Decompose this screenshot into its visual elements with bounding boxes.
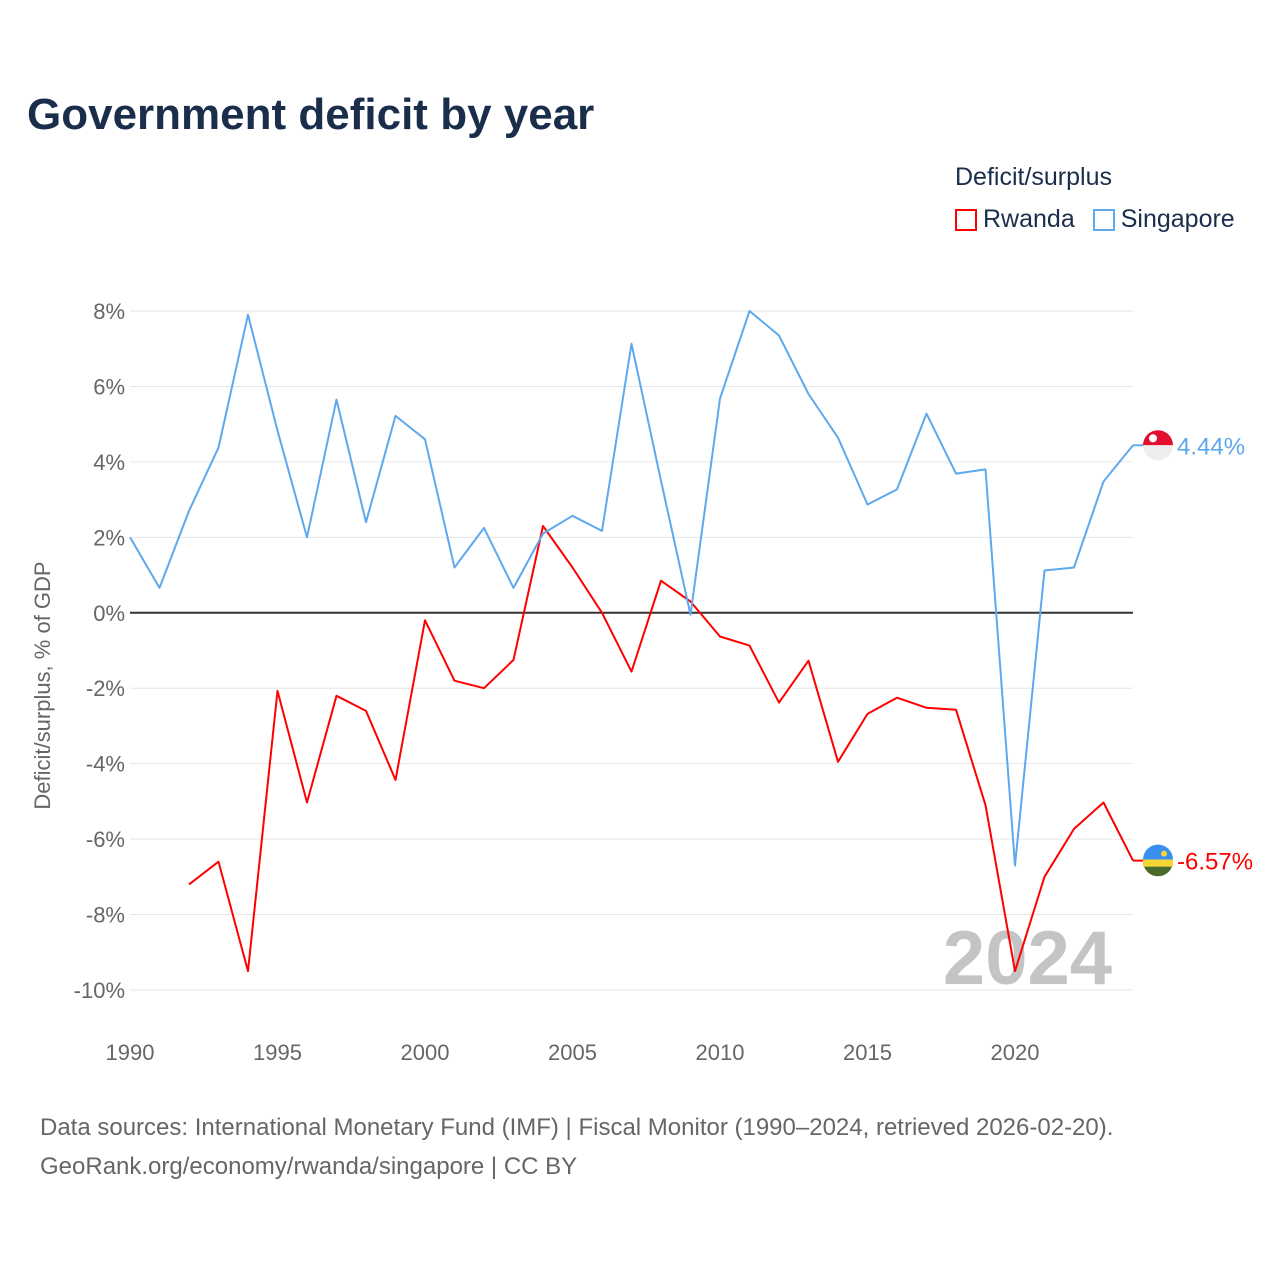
y-tick-label: -2% <box>86 676 125 701</box>
legend-label-singapore: Singapore <box>1120 205 1235 233</box>
y-tick-label: -8% <box>86 903 125 928</box>
y-tick-label: 8% <box>93 299 125 324</box>
chart-title: Government deficit by year <box>27 90 595 139</box>
x-tick-label: 2010 <box>696 1040 745 1065</box>
source-line-1: Data sources: International Monetary Fun… <box>40 1114 1114 1141</box>
end-value-label-rwanda: -6.57% <box>1177 849 1253 876</box>
source-line-2[interactable]: GeoRank.org/economy/rwanda/singapore | C… <box>40 1153 578 1180</box>
y-tick-label: 0% <box>93 601 125 626</box>
x-tick-label: 2005 <box>548 1040 597 1065</box>
end-value-label-singapore: 4.44% <box>1177 433 1245 460</box>
legend-item-rwanda[interactable]: Rwanda <box>955 205 1075 234</box>
y-tick-label: -6% <box>86 827 125 852</box>
x-tick-label: 2000 <box>401 1040 450 1065</box>
x-tick-label: 1995 <box>253 1040 302 1065</box>
y-tick-label: -10% <box>74 978 125 1003</box>
legend-swatch-rwanda <box>955 208 977 231</box>
legend: Rwanda Singapore <box>955 205 1235 234</box>
legend-swatch-singapore <box>1092 208 1115 231</box>
x-tick-label: 1990 <box>106 1040 155 1065</box>
singapore-flag-icon <box>1143 445 1173 461</box>
rwanda-flag-icon <box>1144 866 1172 877</box>
x-tick-label: 2015 <box>843 1040 892 1065</box>
rwanda-flag-icon <box>1143 844 1173 860</box>
legend-title: Deficit/surplus <box>955 163 1112 191</box>
singapore-flag-icon <box>1143 430 1173 446</box>
y-tick-label: -4% <box>86 752 125 777</box>
y-tick-label: 6% <box>93 374 125 399</box>
rwanda-flag-icon <box>1143 859 1173 867</box>
x-tick-label: 2020 <box>991 1040 1040 1065</box>
series-line-singapore <box>129 310 1134 867</box>
flag-sun <box>1161 850 1167 857</box>
y-tick-label: 2% <box>93 525 125 550</box>
y-tick-label: 4% <box>93 450 125 475</box>
flag-crescent <box>1149 434 1157 443</box>
series-line-rwanda <box>188 525 1134 973</box>
source-note: Data sources: International Monetary Fun… <box>40 1108 1113 1186</box>
legend-item-singapore[interactable]: Singapore <box>1092 205 1235 234</box>
y-axis-label: Deficit/surplus, % of GDP <box>30 561 55 809</box>
legend-label-rwanda: Rwanda <box>983 205 1075 233</box>
